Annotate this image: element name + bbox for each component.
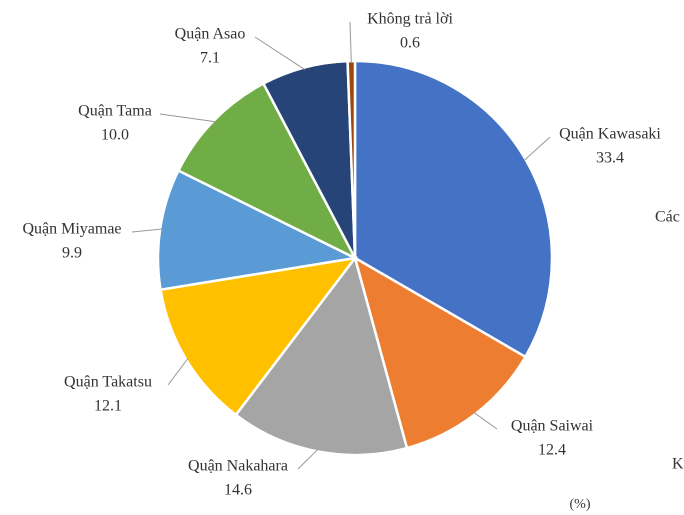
slice-label: Quận Takatsu <box>64 374 152 391</box>
leader-line <box>254 36 306 70</box>
slice-value: 10.0 <box>101 127 129 144</box>
leader-line <box>131 228 163 233</box>
slice-value: 14.6 <box>224 482 252 499</box>
pie-slice <box>159 256 358 417</box>
slice-value: 33.4 <box>596 150 624 167</box>
pie-slice <box>234 255 409 457</box>
slice-label: Không trả lời <box>367 11 453 28</box>
slice-value: 7.1 <box>200 50 220 67</box>
pie-slice <box>176 81 358 261</box>
leader-line <box>297 449 319 470</box>
slice-label: Quận Kawasaki <box>559 126 661 143</box>
pie-slice <box>352 255 528 450</box>
slice-label: Quận Nakahara <box>188 458 288 475</box>
leader-line <box>473 412 498 430</box>
leader-line <box>159 113 216 123</box>
leader-line <box>167 358 189 386</box>
slice-label: Quận Asao <box>175 26 246 43</box>
side-text: K <box>672 456 684 473</box>
slice-label: Quận Miyamae <box>22 221 121 238</box>
slice-value: 0.6 <box>400 35 420 52</box>
unit-label: (%) <box>570 497 591 512</box>
slice-value: 9.9 <box>62 245 82 262</box>
slice-label: Quận Tama <box>78 103 152 120</box>
leader-line <box>349 21 352 64</box>
slice-value: 12.4 <box>538 442 566 459</box>
slice-label: Quận Saiwai <box>511 418 594 435</box>
slice-value: 12.1 <box>94 398 122 415</box>
side-text: Các <box>655 209 680 226</box>
leader-line <box>523 136 551 162</box>
